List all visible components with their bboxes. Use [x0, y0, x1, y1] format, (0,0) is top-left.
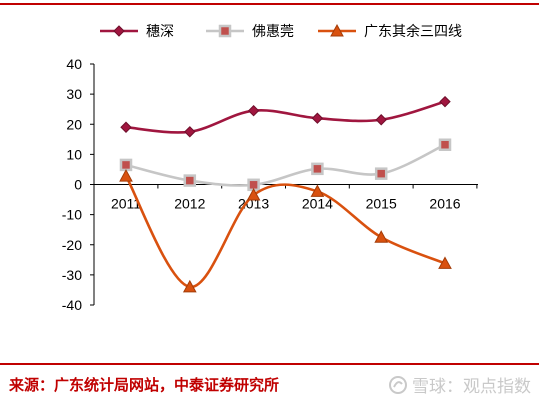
data-point-triangle — [330, 23, 344, 37]
bottom-rule — [0, 363, 539, 365]
data-point-triangle — [119, 169, 133, 182]
x-tick-label: 2013 — [238, 196, 269, 212]
data-point-square — [311, 162, 324, 176]
data-point-diamond — [120, 121, 132, 133]
data-point-diamond — [439, 95, 451, 108]
data-point-square — [438, 138, 452, 151]
y-tick-label: 0 — [74, 177, 82, 193]
data-point-square — [119, 158, 133, 172]
legend-label-1: 佛惠莞 — [252, 23, 294, 39]
x-tick-label: 2016 — [429, 196, 460, 212]
y-tick-label: 20 — [66, 116, 82, 132]
x-tick-label: 2011 — [111, 196, 141, 212]
y-tick-label: 40 — [66, 56, 82, 72]
data-point-square — [218, 24, 232, 38]
x-tick-label: 2015 — [366, 196, 397, 212]
data-point-triangle — [246, 187, 261, 201]
top-rule — [0, 3, 539, 5]
watermark-text: 雪球：观点指数 — [412, 377, 531, 397]
data-point-diamond — [247, 104, 260, 117]
data-point-triangle — [182, 279, 197, 293]
line-chart: 40 30 20 10 0 -10 -20 -30 -40 2011 2012 2013 2014 201… — [62, 23, 478, 313]
data-point-triangle — [310, 184, 325, 197]
data-point-diamond — [113, 25, 125, 37]
snowball-logo-icon — [389, 375, 407, 394]
data-point-square — [183, 174, 197, 187]
data-point-triangle — [374, 230, 389, 243]
y-tick-label: -20 — [62, 237, 82, 253]
y-tick-label: -40 — [62, 297, 82, 313]
y-tick-label: 30 — [66, 86, 82, 102]
y-tick-label: -10 — [62, 207, 82, 223]
legend-label-0: 穗深 — [146, 23, 174, 39]
series-line-1 — [125, 143, 446, 187]
series-line-2 — [124, 175, 446, 289]
y-tick-label: 10 — [66, 146, 82, 162]
data-point-diamond — [184, 126, 196, 138]
source-note: 来源：广东统计局网站，中泰证券研究所 — [9, 376, 280, 394]
data-point-diamond — [375, 114, 387, 126]
data-point-diamond — [311, 112, 324, 124]
watermark: 雪球：观点指数 — [388, 372, 531, 397]
data-point-triangle — [438, 256, 452, 269]
y-tick-label: -30 — [62, 267, 82, 283]
x-tick-label: 2014 — [302, 196, 333, 212]
legend-label-2: 广东其余三四线 — [364, 23, 462, 39]
data-point-square — [374, 167, 388, 180]
series-line-0 — [125, 100, 446, 134]
x-tick-label: 2012 — [174, 196, 205, 212]
